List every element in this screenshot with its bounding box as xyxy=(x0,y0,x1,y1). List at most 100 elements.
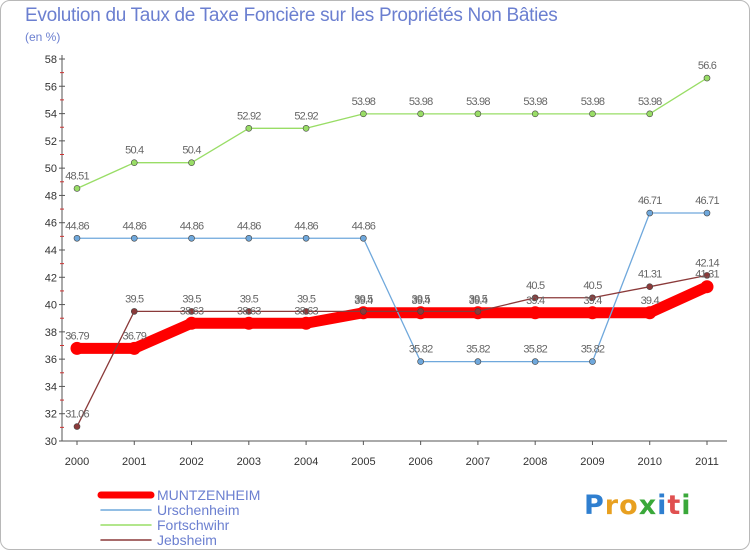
data-point-jebsheim xyxy=(188,308,195,315)
data-label-urschenheim: 44.86 xyxy=(352,220,376,232)
data-point-jebsheim xyxy=(474,308,482,315)
data-point-urschenheim xyxy=(417,358,424,365)
data-label-urschenheim: 35.82 xyxy=(466,344,490,356)
data-point-fortschwihr xyxy=(417,110,424,118)
data-label-muntzenheim: 36.79 xyxy=(65,330,89,342)
y-axis-unit: (en %) xyxy=(25,30,61,44)
x-tick-label: 2011 xyxy=(695,456,719,468)
data-label-urschenheim: 44.86 xyxy=(180,220,204,232)
data-point-urschenheim xyxy=(646,209,654,217)
data-label-fortschwihr: 48.51 xyxy=(65,170,89,182)
data-label-urschenheim: 35.82 xyxy=(581,344,605,356)
data-point-jebsheim xyxy=(360,308,367,315)
data-label-muntzenheim: 39.4 xyxy=(641,295,660,307)
data-point-fortschwihr xyxy=(646,110,654,118)
data-point-muntzenheim xyxy=(643,306,657,320)
series-line-jebsheim xyxy=(76,274,708,428)
data-label-urschenheim: 35.82 xyxy=(523,344,547,356)
data-label-fortschwihr: 50.4 xyxy=(125,145,144,157)
data-point-urschenheim xyxy=(73,234,81,242)
data-label-urschenheim: 46.71 xyxy=(638,195,662,207)
data-point-fortschwihr xyxy=(474,110,482,118)
data-label-jebsheim: 39.5 xyxy=(469,293,488,305)
data-label-muntzenheim: 39.4 xyxy=(354,295,373,307)
logo-letter: P xyxy=(584,490,605,521)
data-label-jebsheim: 39.5 xyxy=(240,293,259,305)
data-point-urschenheim xyxy=(302,234,310,242)
data-label-jebsheim: 42.14 xyxy=(695,257,719,269)
data-label-jebsheim: 39.5 xyxy=(354,293,373,305)
data-point-fortschwihr xyxy=(130,159,138,166)
logo-letter: t xyxy=(667,490,682,521)
x-tick-label: 2000 xyxy=(65,456,89,468)
y-tick-label: 48 xyxy=(45,190,57,202)
data-point-muntzenheim xyxy=(242,316,256,330)
data-label-jebsheim: 39.5 xyxy=(182,293,201,305)
x-tick-label: 2002 xyxy=(179,456,203,468)
data-label-muntzenheim: 39.4 xyxy=(412,295,431,307)
data-point-fortschwihr xyxy=(245,125,253,132)
logo-letter: r xyxy=(604,490,620,521)
data-label-fortschwihr: 53.98 xyxy=(409,96,433,108)
data-point-jebsheim xyxy=(589,294,596,302)
y-tick-label: 30 xyxy=(45,436,57,448)
data-point-fortschwihr xyxy=(188,159,195,166)
x-tick-label: 2010 xyxy=(637,456,661,468)
data-label-jebsheim: 40.5 xyxy=(526,280,545,292)
y-tick-label: 36 xyxy=(45,354,57,366)
data-point-jebsheim xyxy=(73,423,81,430)
series-line-muntzenheim xyxy=(71,281,713,354)
data-label-fortschwihr: 53.98 xyxy=(581,96,605,108)
data-point-fortschwihr xyxy=(302,125,310,132)
data-point-jebsheim xyxy=(417,308,424,315)
data-label-fortschwihr: 53.98 xyxy=(352,96,376,108)
data-point-muntzenheim xyxy=(127,341,141,355)
data-label-fortschwihr: 53.98 xyxy=(466,96,490,108)
data-label-muntzenheim: 39.4 xyxy=(583,295,602,307)
data-label-muntzenheim: 38.63 xyxy=(294,305,318,317)
data-point-muntzenheim xyxy=(700,280,714,294)
logo-letter: i xyxy=(681,490,692,521)
x-tick-label: 2005 xyxy=(351,456,375,468)
data-label-fortschwihr: 52.92 xyxy=(294,110,318,122)
x-tick-label: 2008 xyxy=(523,456,547,468)
data-point-fortschwihr xyxy=(360,110,367,118)
data-label-muntzenheim: 39.4 xyxy=(526,295,545,307)
data-label-jebsheim: 40.5 xyxy=(583,280,602,292)
legend-label-jebsheim: Jebsheim xyxy=(157,532,217,548)
data-point-jebsheim xyxy=(245,308,253,315)
data-point-jebsheim xyxy=(130,308,138,315)
data-point-urschenheim xyxy=(360,234,367,242)
y-tick-label: 38 xyxy=(45,327,57,339)
data-point-urschenheim xyxy=(531,358,539,365)
data-label-muntzenheim: 36.79 xyxy=(123,330,147,342)
y-tick-label: 32 xyxy=(45,409,57,421)
x-tick-label: 2001 xyxy=(122,456,146,468)
proxiti-logo: Proxiti xyxy=(584,490,692,521)
data-point-muntzenheim xyxy=(299,316,313,330)
data-label-jebsheim: 39.5 xyxy=(297,293,316,305)
data-label-urschenheim: 46.71 xyxy=(695,195,719,207)
chart-title: Evolution du Taux de Taxe Foncière sur l… xyxy=(25,5,558,26)
data-label-urschenheim: 44.86 xyxy=(123,220,147,232)
data-label-muntzenheim: 38.63 xyxy=(237,305,261,317)
y-tick-label: 56 xyxy=(45,81,57,93)
data-label-urschenheim: 44.86 xyxy=(237,220,261,232)
legend-label-urschenheim: Urschenheim xyxy=(157,502,239,518)
y-tick-label: 54 xyxy=(45,109,57,121)
data-label-fortschwihr: 52.92 xyxy=(237,110,261,122)
data-label-jebsheim: 41.31 xyxy=(638,269,662,281)
data-label-urschenheim: 44.86 xyxy=(65,220,89,232)
data-point-muntzenheim xyxy=(70,341,84,355)
series-line-fortschwihr xyxy=(76,77,708,190)
x-tick-label: 2009 xyxy=(580,456,604,468)
logo-letter: x xyxy=(638,490,658,521)
data-label-jebsheim: 39.5 xyxy=(125,293,144,305)
y-tick-label: 40 xyxy=(45,300,57,312)
x-tick-label: 2004 xyxy=(294,456,318,468)
data-point-muntzenheim xyxy=(528,306,542,320)
data-point-jebsheim xyxy=(531,294,539,302)
data-point-jebsheim xyxy=(302,308,310,315)
data-label-fortschwihr: 50.4 xyxy=(182,145,201,157)
